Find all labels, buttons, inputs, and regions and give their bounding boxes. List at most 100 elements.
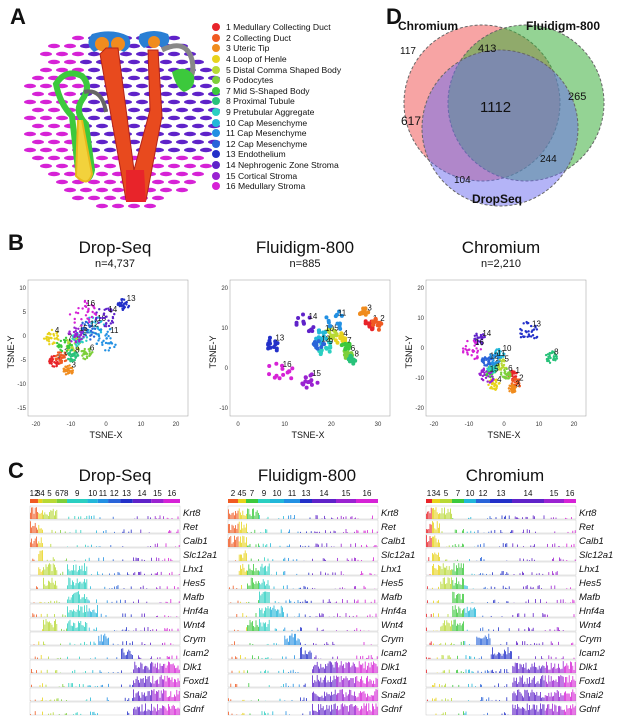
expression-bar [237,536,239,547]
expression-bar [489,516,491,519]
expression-bar [525,516,527,519]
tsne-point [50,360,54,363]
expression-bar [42,629,43,631]
expression-bar [463,621,464,631]
expression-bar [139,667,140,673]
expression-bar [111,601,113,603]
expression-bar [429,513,431,519]
expression-bar [463,711,464,715]
expression-bar [548,692,550,701]
expression-bar [234,515,235,519]
expression-bar [124,655,126,659]
expression-bar [426,529,427,533]
cluster-color-bar [544,499,564,503]
tsne-point [481,341,484,345]
y-tick-label: 10 [221,326,228,332]
expression-bar [340,543,342,547]
tsne-n-chromium: n=2,210 [480,258,522,270]
expression-bar [574,705,576,715]
expression-bar [562,559,564,561]
tsne-point [99,316,102,320]
expression-bar [99,546,101,547]
expression-bar [552,571,553,575]
expression-bar [249,514,251,519]
expression-bar [78,591,79,603]
expression-bar [340,661,342,673]
expression-bar [74,610,76,617]
expression-bar [532,704,534,715]
expression-bar [336,694,337,701]
expression-bar [500,573,502,575]
expression-bar [230,699,232,701]
expression-bar [567,693,569,701]
expression-bar [45,684,47,687]
expression-bar [73,714,74,715]
expression-bar [463,641,464,645]
expression-bar [558,627,559,631]
expression-bar [506,641,508,645]
stroma-oval [56,67,68,73]
expression-bar [142,678,144,687]
stroma-oval [56,163,68,169]
cluster-header-label: 11 [288,489,297,498]
expression-bar [54,564,55,575]
expression-bar [100,613,102,617]
tsne-point [464,345,468,348]
expression-bar [231,543,233,547]
expression-bar [58,714,60,715]
expression-bar [314,680,316,687]
expression-bar [531,588,533,589]
expression-bar [166,586,168,589]
tsne-point [105,307,108,311]
expression-bar [259,591,260,603]
expression-bar [441,714,443,715]
expression-bar [55,511,56,519]
expression-bar [532,692,534,701]
expression-bar [542,573,544,575]
cluster-color-bar [30,499,39,503]
tsne-point [485,364,489,367]
stroma-oval [104,195,116,201]
tsne-point [64,373,68,376]
expression-bar [565,711,566,715]
legend-swatch [212,150,220,159]
expression-bar [166,627,168,631]
expression-bar [541,676,542,687]
expression-bar [501,571,503,575]
tsne-point [83,323,87,326]
expression-bar [492,572,493,575]
stroma-oval [160,155,172,161]
expression-bar [532,627,534,631]
expression-bar [126,641,127,645]
expression-bar [231,644,233,645]
expression-bar [458,624,460,631]
expression-bar [267,591,269,603]
expression-bar [550,692,552,701]
stroma-oval [40,99,52,105]
expression-bar [460,613,462,617]
expression-bar [535,694,536,701]
expression-bar [248,585,250,589]
expression-bar [440,566,442,575]
expression-bar [178,690,180,701]
tsne-point [555,357,559,360]
expression-bar [508,628,510,631]
expression-bar [523,707,524,715]
expression-bar [97,713,98,715]
expression-bar [64,531,66,533]
expression-bar [44,624,46,631]
expression-bar [135,628,137,631]
gene-label: Icam2 [381,648,408,659]
expression-bar [114,630,115,631]
expression-bar [340,676,342,687]
expression-bar [128,574,130,575]
expression-bar [160,708,162,715]
expression-bar [138,571,139,575]
expression-bar [436,569,438,575]
expression-bar [74,516,76,519]
expression-bar [64,560,66,561]
expression-bar [535,599,536,603]
tsne-point [111,315,115,319]
tsne-point [498,358,502,361]
gene-label: Gdnf [381,704,403,715]
